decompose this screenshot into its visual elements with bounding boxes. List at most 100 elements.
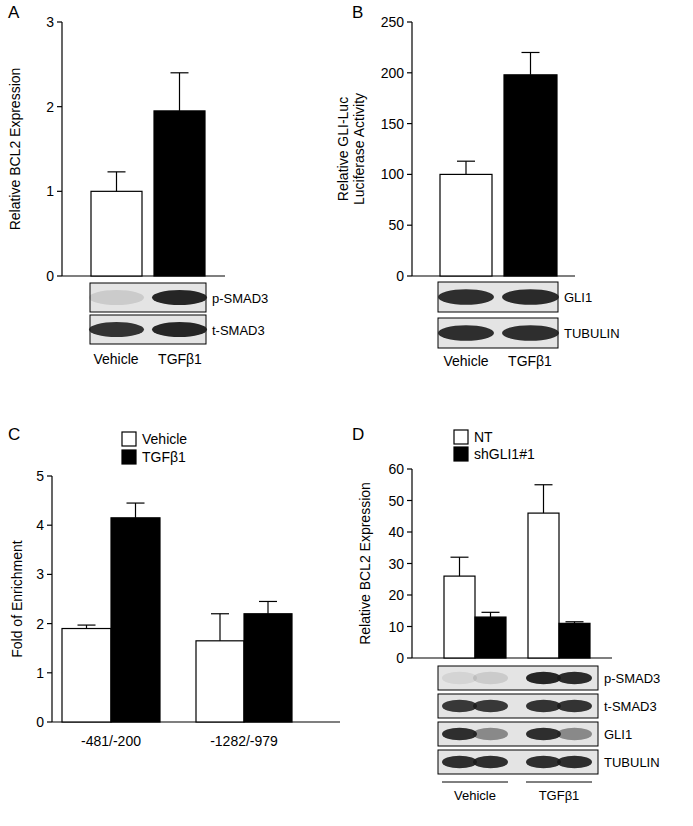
y-tick bbox=[407, 123, 412, 124]
y-tick bbox=[407, 174, 412, 175]
y-tick bbox=[47, 475, 52, 476]
y-tick-label: 60 bbox=[388, 461, 404, 477]
error-line bbox=[543, 485, 544, 513]
panel: D0102030405060Relative BCL2 ExpressionNT… bbox=[352, 425, 660, 803]
blot-band bbox=[442, 728, 477, 740]
y-tick-label: 0 bbox=[396, 650, 404, 666]
y-tick-label: 2 bbox=[36, 616, 44, 632]
bar bbox=[111, 518, 160, 722]
error-cap bbox=[451, 557, 469, 558]
error-cap bbox=[457, 161, 475, 162]
blot-band bbox=[438, 325, 494, 341]
legend-label: TGFβ1 bbox=[142, 449, 186, 465]
y-tick bbox=[57, 275, 62, 276]
bar bbox=[91, 191, 142, 276]
blot-label: TUBULIN bbox=[604, 755, 660, 770]
blot-band bbox=[89, 322, 144, 337]
blot-band bbox=[473, 728, 508, 740]
blot-frame bbox=[438, 282, 558, 312]
error-line bbox=[530, 52, 531, 74]
y-tick bbox=[407, 563, 412, 564]
panel-letter: D bbox=[352, 425, 364, 444]
y-tick-label: 200 bbox=[381, 65, 405, 81]
bar bbox=[244, 614, 292, 722]
bar bbox=[475, 617, 506, 658]
y-axis bbox=[411, 22, 412, 276]
error-bar bbox=[451, 557, 469, 576]
blot-band bbox=[152, 290, 207, 305]
lane-bracket bbox=[442, 782, 508, 783]
marks bbox=[444, 485, 590, 658]
y-tick-label: 250 bbox=[381, 14, 405, 30]
y-tick bbox=[57, 106, 62, 107]
bar bbox=[62, 629, 111, 722]
y-tick-label: 1 bbox=[46, 183, 54, 199]
error-line bbox=[135, 503, 136, 518]
error-cap bbox=[482, 612, 500, 613]
blot bbox=[438, 318, 559, 348]
blot-frame bbox=[90, 283, 206, 312]
blot-band bbox=[502, 325, 559, 341]
blot-frame bbox=[438, 694, 598, 718]
blot-label: t-SMAD3 bbox=[212, 323, 265, 338]
y-tick-label: 4 bbox=[36, 517, 44, 533]
bar bbox=[154, 111, 205, 276]
error-line bbox=[267, 601, 268, 613]
y-tick-label: 0 bbox=[36, 714, 44, 730]
blot-label: p-SMAD3 bbox=[212, 291, 268, 306]
bar bbox=[504, 75, 557, 276]
error-line bbox=[459, 557, 460, 576]
error-line bbox=[490, 612, 491, 617]
panel-letter: B bbox=[352, 3, 363, 22]
y-tick bbox=[407, 626, 412, 627]
lane-label: Vehicle bbox=[443, 353, 488, 369]
y-tick bbox=[407, 21, 412, 22]
y-axis bbox=[51, 476, 52, 722]
blot bbox=[438, 666, 598, 690]
blot bbox=[438, 694, 598, 718]
y-tick-label: 50 bbox=[388, 217, 404, 233]
error-cap bbox=[127, 502, 145, 503]
figure: A0123Relative BCL2 Expressionp-SMAD3t-SM… bbox=[0, 0, 693, 826]
error-cap bbox=[535, 484, 553, 485]
error-line bbox=[116, 172, 117, 191]
y-axis-label: Relative BCL2 Expression bbox=[7, 68, 23, 231]
error-line bbox=[179, 73, 180, 111]
error-cap bbox=[108, 171, 126, 172]
error-bar bbox=[259, 601, 277, 613]
legend-swatch bbox=[122, 432, 136, 446]
blot-label: GLI1 bbox=[604, 727, 632, 742]
lane-bracket bbox=[526, 782, 592, 783]
panel-letter: A bbox=[8, 3, 20, 22]
y-tick-label: 100 bbox=[381, 166, 405, 182]
blot-label: t-SMAD3 bbox=[604, 699, 657, 714]
error-cap bbox=[78, 624, 96, 625]
error-line bbox=[219, 614, 220, 641]
blot-band bbox=[526, 728, 561, 740]
lane-label: Vehicle bbox=[454, 788, 496, 803]
y-tick bbox=[407, 225, 412, 226]
lane-label: TGFβ1 bbox=[158, 351, 202, 367]
y-tick-label: 5 bbox=[36, 468, 44, 484]
error-cap bbox=[522, 52, 540, 53]
error-cap bbox=[211, 613, 229, 614]
y-tick bbox=[47, 623, 52, 624]
y-tick bbox=[407, 531, 412, 532]
y-tick bbox=[407, 500, 412, 501]
blot-label: TUBULIN bbox=[564, 326, 620, 341]
bar bbox=[444, 576, 475, 658]
blot-band bbox=[473, 700, 508, 712]
legend-swatch bbox=[454, 430, 468, 444]
y-tick bbox=[407, 657, 412, 658]
legend-swatch bbox=[122, 450, 136, 464]
blot-band bbox=[557, 728, 592, 740]
bar bbox=[528, 513, 559, 658]
legend-label: shGLI1#1 bbox=[474, 446, 535, 462]
blot-label: GLI1 bbox=[564, 290, 592, 305]
bar bbox=[559, 623, 590, 658]
blot-band bbox=[557, 700, 592, 712]
y-tick-label: 0 bbox=[396, 268, 404, 284]
blot-band bbox=[442, 700, 477, 712]
y-tick-label: 1 bbox=[36, 665, 44, 681]
error-cap bbox=[259, 601, 277, 602]
